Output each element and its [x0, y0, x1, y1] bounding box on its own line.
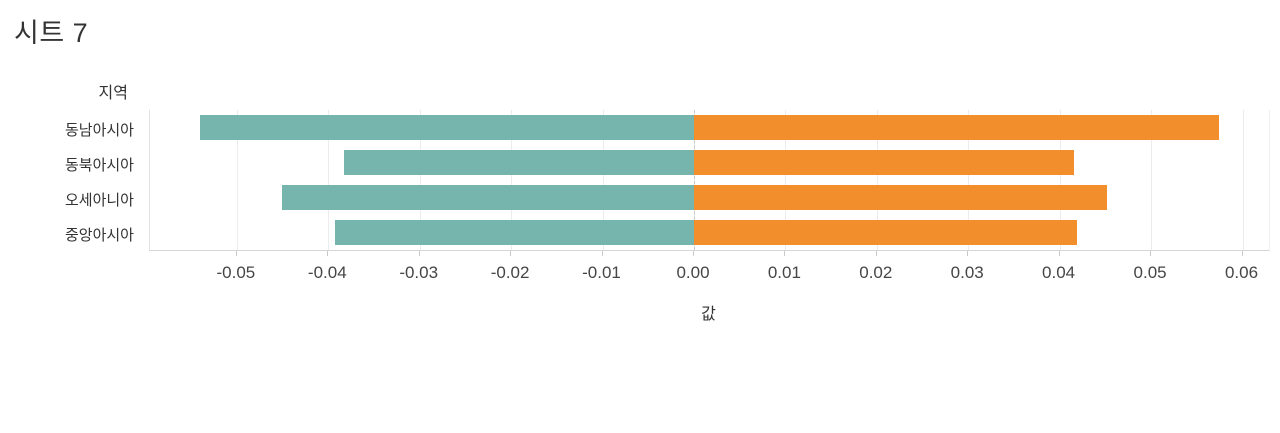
x-axis-title: 값: [701, 306, 716, 323]
category-label: 중앙아시아: [64, 226, 134, 244]
x-tick-label: -0.02: [490, 263, 530, 282]
x-tick-mark: [235, 251, 237, 256]
x-tick-mark: [875, 251, 877, 256]
zero-reference-line: [694, 110, 695, 250]
plot-area: [149, 110, 1270, 251]
x-tick-mark: [601, 251, 603, 256]
bar-segment-positive[interactable]: [694, 185, 1108, 210]
bar-segment-negative[interactable]: [343, 150, 694, 175]
x-tick-label: -0.05: [216, 263, 256, 282]
gridline: [602, 110, 604, 250]
gridline: [419, 110, 421, 250]
row-field-label: 지역: [98, 85, 128, 102]
x-tick-mark: [1150, 251, 1152, 256]
x-tick-mark: [1241, 251, 1243, 256]
x-tick-mark: [1058, 251, 1060, 256]
x-axis: -0.05 -0.04 -0.03 -0.02 -0.01 0.00 0.01 0.02 0.0…: [149, 251, 1268, 293]
gridline: [236, 110, 238, 250]
x-tick-label: 0.03: [950, 263, 984, 282]
x-tick-label: -0.01: [582, 263, 621, 282]
gridline: [328, 110, 330, 250]
x-tick-label: 0.01: [767, 263, 801, 282]
category-label: 동남아시아: [64, 121, 134, 139]
x-tick-label: 0.06: [1224, 263, 1259, 282]
bar-segment-positive[interactable]: [694, 115, 1219, 140]
gridline: [785, 110, 787, 250]
x-tick-label: 0.02: [859, 263, 893, 282]
x-tick-mark: [784, 251, 786, 256]
category-label: 동북아시아: [64, 156, 134, 174]
x-tick-mark: [967, 251, 969, 256]
bar-segment-positive[interactable]: [694, 220, 1078, 245]
gridline: [1242, 110, 1244, 250]
bar-segment-positive[interactable]: [694, 150, 1075, 175]
gridline: [968, 110, 970, 250]
x-tick-label: 0.05: [1133, 263, 1167, 282]
x-tick-mark: [418, 251, 420, 256]
bar-segment-negative[interactable]: [334, 220, 694, 245]
category-label: 오세아니아: [64, 191, 134, 209]
x-tick-label: -0.03: [399, 263, 439, 282]
x-tick-mark: [510, 251, 512, 256]
bar-segment-negative[interactable]: [281, 185, 694, 210]
gridline: [1059, 110, 1061, 250]
x-tick-label: 0.04: [1042, 263, 1076, 282]
x-tick-label: 0.00: [676, 263, 710, 282]
x-tick-label: -0.04: [307, 263, 347, 282]
sheet-title: 시트 7: [14, 18, 89, 48]
gridline: [511, 110, 513, 250]
x-tick-mark: [693, 251, 694, 256]
x-tick-mark: [327, 251, 329, 256]
bar-segment-negative[interactable]: [200, 115, 694, 140]
gridline: [1151, 110, 1153, 250]
gridline: [876, 110, 878, 250]
